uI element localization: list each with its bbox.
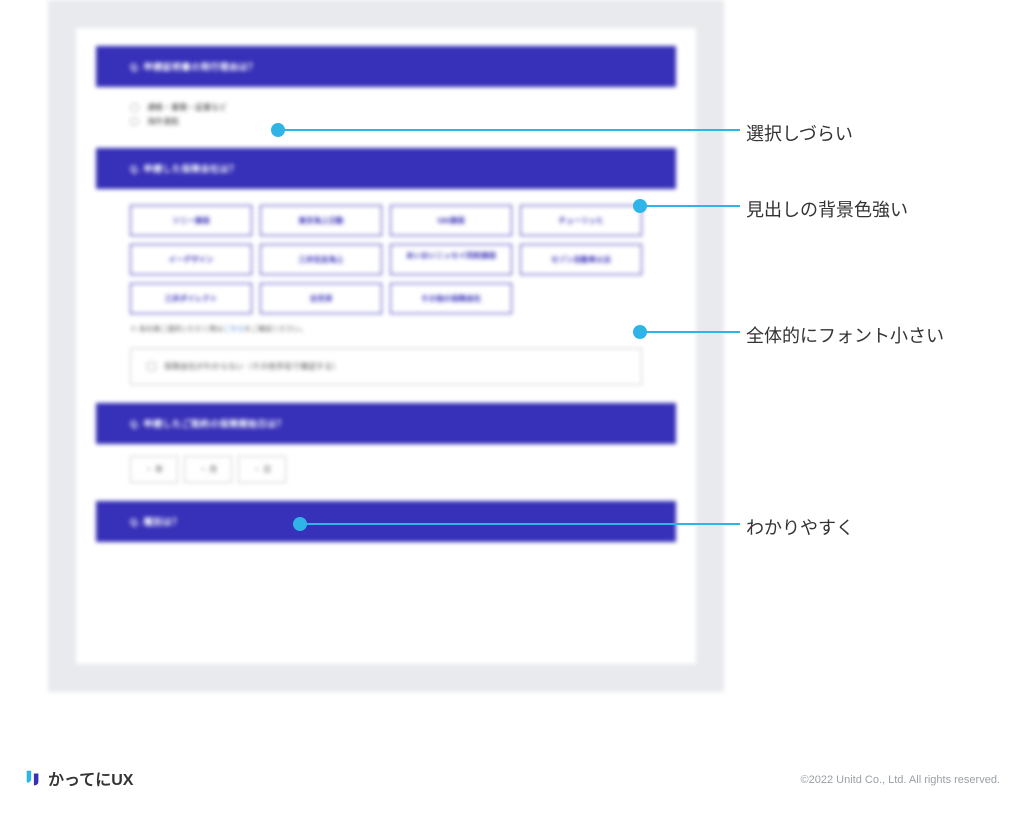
q2-note: ※ 各社様ご選択いただく際はこちらをご確認ください。 (130, 324, 642, 334)
radio-icon (130, 117, 139, 126)
company-btn-5[interactable]: 三井住友海上 (260, 244, 382, 275)
q3-select-year[interactable]: ・ 年 (130, 456, 178, 483)
q2-unknown-label: 保険会社がわからない（その他手段で確認する） (164, 361, 340, 372)
annotation-text-1: 見出しの背景色強い (746, 196, 908, 222)
q2-note-link[interactable]: こちら (223, 326, 244, 333)
q2-unknown-checkbox[interactable]: 保険会社がわからない（その他手段で確認する） (130, 348, 642, 385)
company-btn-8[interactable]: 三井ダイレクト (130, 283, 252, 314)
footer-copyright: ©2022 Unitd Co., Ltd. All rights reserve… (801, 774, 1000, 786)
footer-brand-text: かってにUX (48, 766, 133, 790)
q4-header: Q. 種別は？ (96, 501, 676, 542)
company-grid: ソニー損保 東京海上日動 SBI損保 チューリッヒ イーデザイン 三井住友海上 … (130, 205, 642, 314)
company-btn-2[interactable]: SBI損保 (390, 205, 512, 236)
q1-header: Q. 申請証明書の発行理由は？ (96, 46, 676, 87)
annotation-line-2 (640, 331, 740, 333)
annotation-text-2: 全体的にフォント小さい (746, 322, 944, 348)
q1-option-0-label: 通帳・書類・証書など (147, 102, 227, 113)
q3-select-day[interactable]: ・ 日 (238, 456, 286, 483)
form-panel: Q. 申請証明書の発行理由は？ 通帳・書類・証書など 海外渡航 Q. 申請した保… (76, 28, 696, 664)
company-btn-4[interactable]: イーデザイン (130, 244, 252, 275)
q1-option-1-label: 海外渡航 (147, 116, 179, 127)
company-btn-9[interactable]: 全労済 (260, 283, 382, 314)
radio-icon (130, 103, 139, 112)
footer-logo: かってにUX (24, 766, 133, 790)
q2-body: ソニー損保 東京海上日動 SBI損保 チューリッヒ イーデザイン 三井住友海上 … (96, 189, 676, 403)
q2-header: Q. 申請した保険会社は？ (96, 148, 676, 189)
company-btn-10[interactable]: その他の保険会社 (390, 283, 512, 314)
annotation-line-3 (300, 523, 740, 525)
q2-note-suffix: をご確認ください。 (244, 326, 307, 333)
q2-note-prefix: ※ 各社様ご選択いただく際は (130, 326, 223, 333)
checkbox-icon (147, 362, 156, 371)
annotation-text-0: 選択しづらい (746, 120, 853, 146)
logo-icon (24, 769, 42, 787)
company-btn-1[interactable]: 東京海上日動 (260, 205, 382, 236)
company-btn-3[interactable]: チューリッヒ (520, 205, 642, 236)
company-btn-6[interactable]: あいおいニッセイ同和損保 (390, 244, 512, 275)
annotation-line-0 (278, 129, 740, 131)
q3-header: Q. 申請したご契約の保険開始日は？ (96, 403, 676, 444)
company-btn-0[interactable]: ソニー損保 (130, 205, 252, 236)
company-btn-7[interactable]: セゾン自動車火災 (520, 244, 642, 275)
q3-date-row: ・ 年 ・ 月 ・ 日 (96, 444, 676, 493)
q3-select-month[interactable]: ・ 月 (184, 456, 232, 483)
q1-body: 通帳・書類・証書など 海外渡航 (96, 87, 676, 148)
canvas: Q. 申請証明書の発行理由は？ 通帳・書類・証書など 海外渡航 Q. 申請した保… (0, 0, 1024, 816)
q1-option-1[interactable]: 海外渡航 (130, 116, 642, 127)
annotation-text-3: わかりやすく (746, 514, 854, 540)
screenshot-frame: Q. 申請証明書の発行理由は？ 通帳・書類・証書など 海外渡航 Q. 申請した保… (48, 0, 724, 692)
annotation-line-1 (640, 205, 740, 207)
q1-option-0[interactable]: 通帳・書類・証書など (130, 102, 642, 113)
